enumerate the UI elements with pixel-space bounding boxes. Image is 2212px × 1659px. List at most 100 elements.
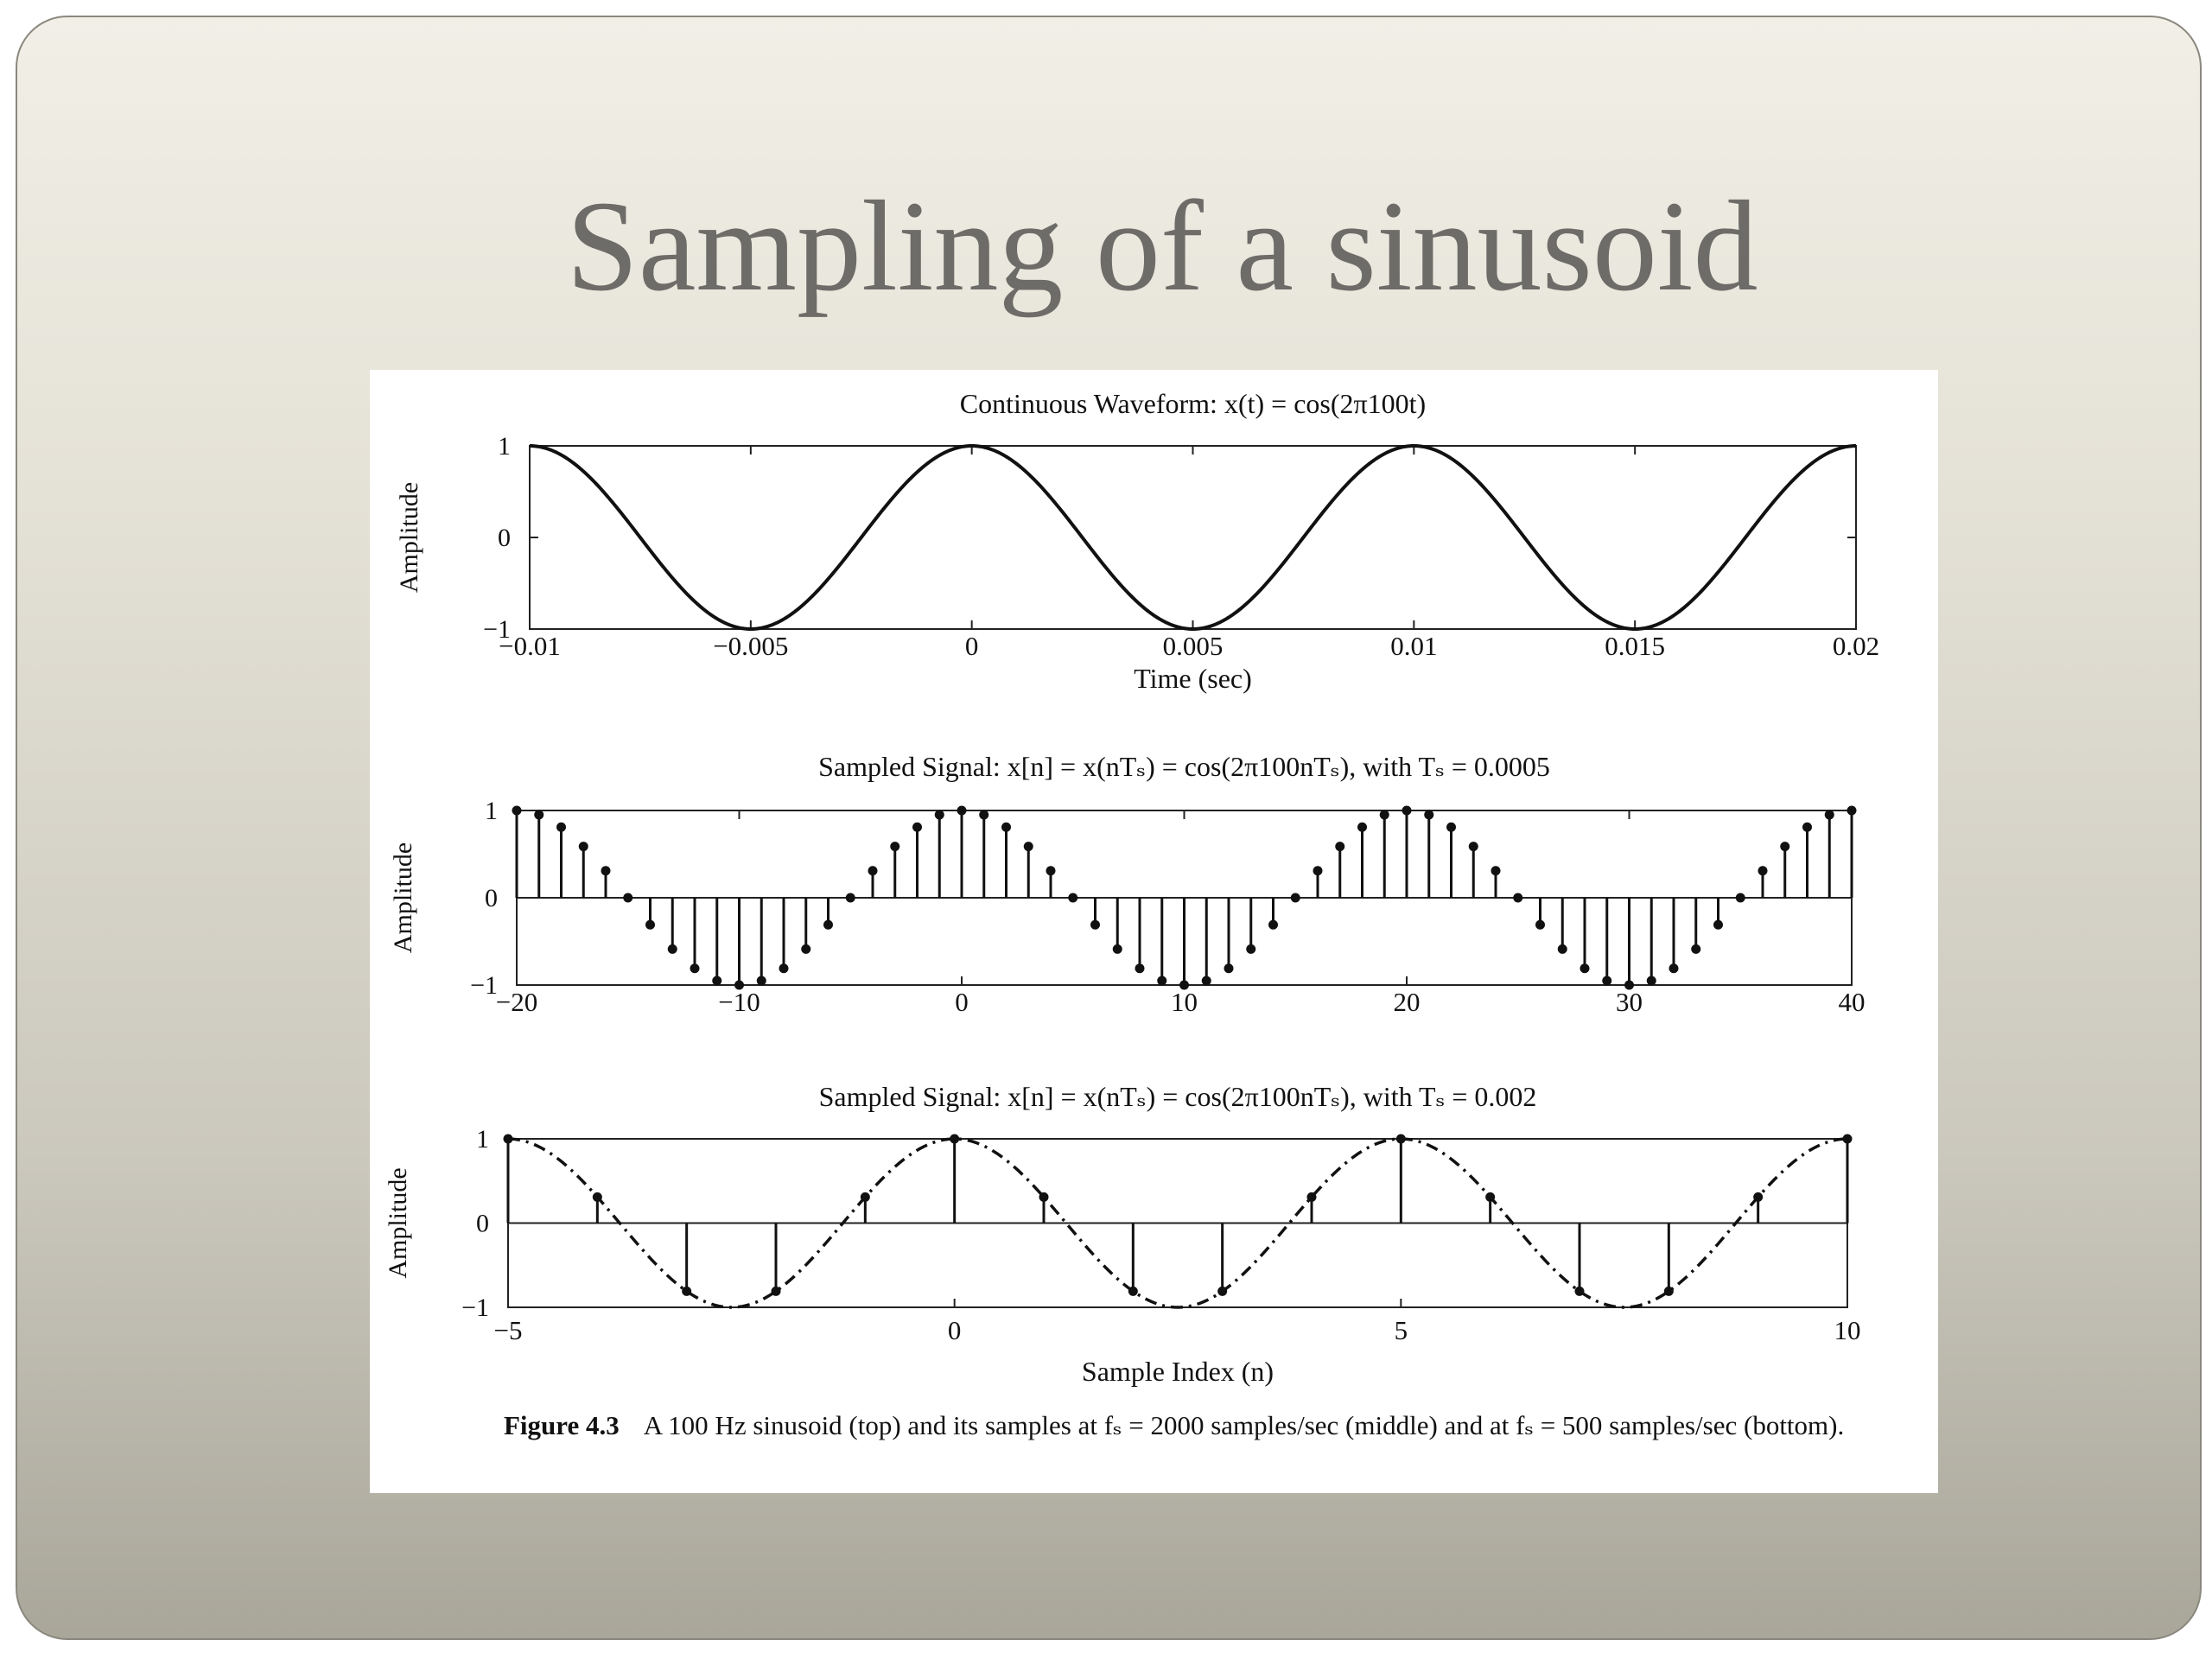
stem-marker [1001, 822, 1011, 832]
y-axis-label: Amplitude [395, 482, 423, 593]
y-tick-label: −1 [483, 615, 511, 644]
stem-marker [682, 1286, 692, 1296]
plot-frame [529, 445, 1857, 630]
stem-marker [1574, 1286, 1585, 1296]
stem-marker [1379, 810, 1389, 820]
stem-marker [1135, 963, 1145, 974]
stem-marker [1039, 1192, 1049, 1202]
stem-marker [1713, 919, 1723, 930]
x-tick-label: −0.005 [713, 631, 788, 661]
stem-marker [1068, 893, 1078, 903]
x-axis-label: Time (sec) [1134, 663, 1252, 694]
x-tick-label: 0 [965, 631, 979, 661]
x-tick-label: 0 [955, 987, 969, 1017]
x-tick-label: 0.015 [1605, 631, 1665, 661]
stem-marker [979, 810, 989, 820]
stem-marker [690, 963, 700, 974]
x-tick-label: 0.02 [1833, 631, 1879, 661]
stem-marker [1128, 1286, 1138, 1296]
stem-marker [823, 919, 833, 930]
stem-marker [1580, 963, 1590, 974]
figure-charts: Continuous Waveform: x(t) = cos(2π100t) A… [384, 388, 1879, 1387]
stem-marker [1624, 980, 1634, 990]
slide-title: Sampling of a sinusoid [566, 175, 1758, 318]
stem-marker [1335, 842, 1345, 852]
stem-marker [556, 822, 566, 832]
envelope-curve [507, 1137, 1848, 1309]
stem-marker [1201, 976, 1211, 986]
y-tick-label: 0 [485, 884, 498, 912]
stem-marker [1491, 866, 1501, 876]
stem-marker [1179, 980, 1189, 990]
y-tick-label: 1 [476, 1125, 489, 1154]
stem-marker [912, 822, 922, 832]
stem-marker [1268, 919, 1278, 930]
stem-marker [1357, 822, 1367, 832]
stem-marker [756, 976, 766, 986]
stem-marker [1023, 842, 1033, 852]
y-axis-label: Amplitude [389, 842, 417, 953]
stem-marker [1513, 893, 1523, 903]
x-tick-label: −5 [494, 1315, 523, 1345]
stem-marker [868, 866, 878, 876]
stem-marker [1157, 976, 1167, 986]
stem-marker [934, 810, 944, 820]
stem-marker [950, 1134, 960, 1144]
chart-title: Continuous Waveform: x(t) = cos(2π100t) [960, 388, 1426, 419]
stem-marker [860, 1192, 870, 1202]
stem-marker [845, 893, 855, 903]
y-tick-label: 0 [498, 524, 511, 552]
stem-marker [771, 1286, 781, 1296]
stem-marker [1090, 919, 1100, 930]
stem-marker [890, 842, 900, 852]
stem-marker [1842, 1134, 1853, 1144]
stem-marker [1112, 944, 1122, 954]
stem-marker [1246, 944, 1256, 954]
stem-marker [1217, 1286, 1228, 1296]
stem-marker [1691, 944, 1701, 954]
stem-marker [1306, 1192, 1317, 1202]
stem-marker [1669, 963, 1679, 974]
x-tick-label: 0.005 [1163, 631, 1224, 661]
stem-marker [1735, 893, 1745, 903]
x-tick-label: 0.01 [1390, 631, 1437, 661]
stem-marker [957, 805, 967, 816]
stem-marker [1802, 822, 1812, 832]
stem-marker [1402, 805, 1412, 816]
stem-marker [779, 963, 789, 974]
x-tick-label: 10 [1171, 987, 1198, 1017]
stem-marker [534, 810, 544, 820]
stem-marker [1847, 805, 1857, 816]
series-line [529, 443, 1857, 632]
y-tick-label: −1 [461, 1294, 489, 1322]
stem-marker [503, 1134, 513, 1144]
stem-marker [712, 976, 722, 986]
stem-marker [1468, 842, 1478, 852]
stem-marker [1535, 919, 1545, 930]
stem-marker [1646, 976, 1656, 986]
x-tick-label: −20 [496, 987, 537, 1017]
stem-marker [1753, 1192, 1764, 1202]
y-tick-label: 1 [485, 797, 498, 825]
y-tick-label: 0 [476, 1210, 489, 1238]
stem-marker [1602, 976, 1612, 986]
x-tick-label: −10 [718, 987, 760, 1017]
stem-marker [1758, 866, 1768, 876]
y-tick-label: 1 [498, 432, 511, 461]
caption-label: Figure 4.3 [504, 1410, 620, 1440]
y-axis-label: Amplitude [384, 1167, 412, 1278]
x-tick-label: 0 [948, 1315, 962, 1345]
x-tick-label: 40 [1839, 987, 1866, 1017]
chart-title: Sampled Signal: x[n] = x(nTₛ) = cos(2π10… [818, 751, 1550, 782]
stem-marker [645, 919, 655, 930]
figure: Continuous Waveform: x(t) = cos(2π100t) A… [370, 370, 1938, 1493]
stem-marker [1290, 893, 1300, 903]
stem-marker [1446, 822, 1456, 832]
stem-marker [623, 893, 633, 903]
stem-marker [512, 805, 522, 816]
y-tick-label: −1 [470, 971, 498, 1000]
figure-caption: Figure 4.3 A 100 Hz sinusoid (top) and it… [504, 1411, 1852, 1440]
x-tick-label: 5 [1395, 1315, 1408, 1345]
x-tick-label: 20 [1394, 987, 1421, 1017]
x-axis-label: Sample Index (n) [1082, 1356, 1274, 1387]
